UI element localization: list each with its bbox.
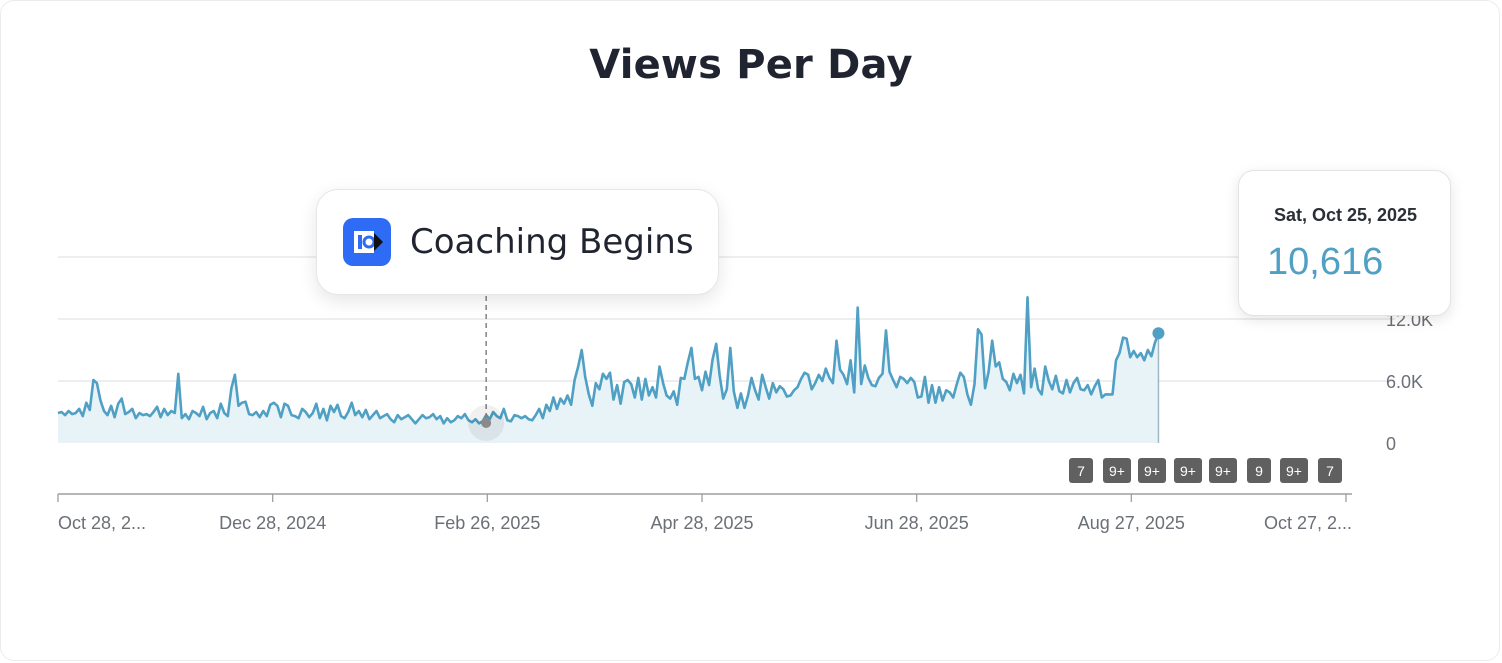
- event-badge-count: 7: [1326, 463, 1334, 479]
- event-badge: [1069, 458, 1093, 483]
- event-badge-count: 9+: [1144, 463, 1160, 479]
- grid-lines: [58, 256, 1395, 382]
- event-badge-count: 9+: [1215, 463, 1231, 479]
- series-line[interactable]: [57, 296, 1160, 425]
- event-badge-count: 7: [1077, 463, 1085, 479]
- x-tick-label: Apr 28, 2025: [650, 513, 753, 533]
- annotation-marker[interactable]: [481, 418, 492, 428]
- hover-point[interactable]: [1152, 327, 1165, 340]
- annotation-callout[interactable]: Coaching Begins: [316, 189, 719, 295]
- x-tick-label: Jun 28, 2025: [865, 513, 969, 533]
- event-badge-count: 9+: [1286, 463, 1302, 479]
- x-tick-label: Feb 26, 2025: [434, 513, 540, 533]
- event-badge: [1138, 458, 1166, 483]
- event-badge: [1174, 458, 1202, 483]
- tooltip-value: 10,616: [1267, 241, 1384, 283]
- event-badge: [1318, 458, 1342, 483]
- event-badge-count: 9+: [1109, 463, 1125, 479]
- x-tick-label: Oct 28, 2...: [58, 513, 146, 533]
- event-badge: [1103, 458, 1131, 483]
- hover-tooltip: Sat, Oct 25, 2025 10,616: [1238, 170, 1451, 316]
- x-tick-label: Dec 28, 2024: [219, 513, 326, 533]
- event-badge: [1209, 458, 1237, 483]
- x-tick-label: Aug 27, 2025: [1078, 513, 1185, 533]
- event-badge-count: 9: [1255, 463, 1263, 479]
- y-tick-label: 0: [1386, 434, 1396, 454]
- event-badge: [1247, 458, 1271, 483]
- series-area: [58, 297, 1159, 443]
- chart-title: Views Per Day: [589, 42, 913, 88]
- iq-logo-icon: [343, 218, 391, 266]
- event-badges: 7 9+ 9+ 9+ 9+ 9 9+ 7: [1069, 458, 1342, 483]
- annotation-label: Coaching Begins: [410, 222, 694, 262]
- x-axis: Oct 28, 2... Dec 28, 2024 Feb 26, 2025 Apr …: [57, 493, 1352, 533]
- y-tick-label: 6.0K: [1386, 372, 1423, 392]
- event-badge: [1280, 458, 1308, 483]
- event-badge-count: 9+: [1180, 463, 1196, 479]
- tooltip-date: Sat, Oct 25, 2025: [1273, 205, 1418, 225]
- x-tick-label: Oct 27, 2...: [1264, 513, 1352, 533]
